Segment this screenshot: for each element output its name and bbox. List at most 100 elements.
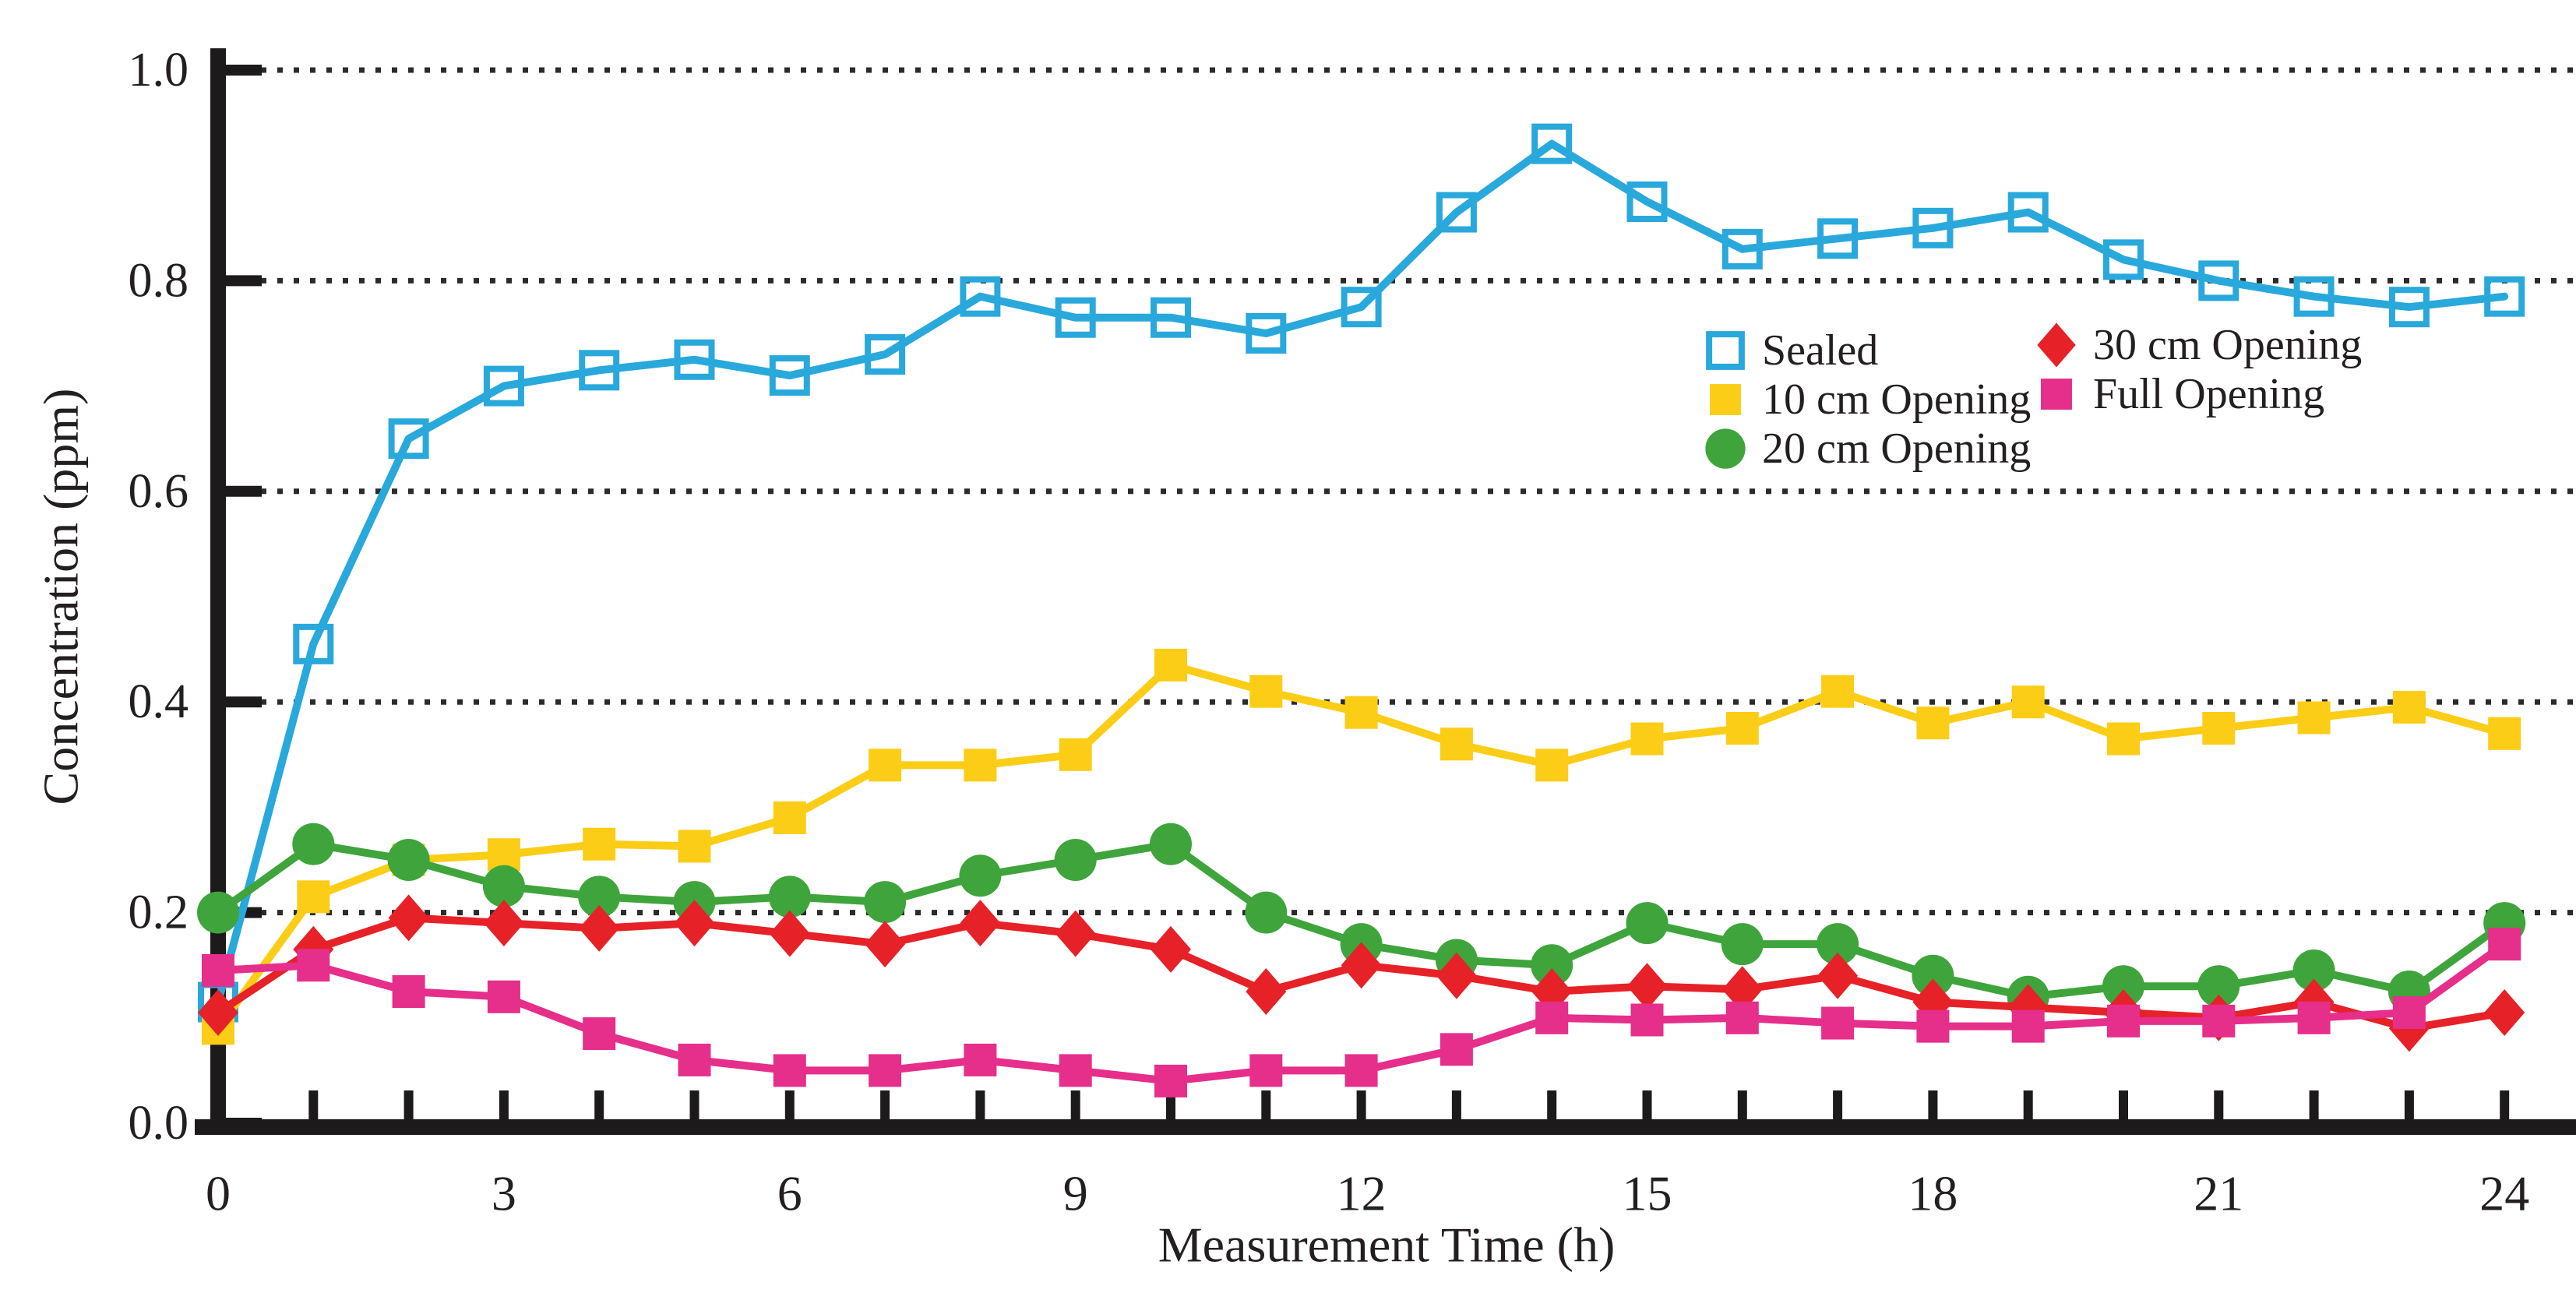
- series-marker-full-opening: [1916, 1009, 1950, 1043]
- series-marker-20-cm-opening: [387, 839, 430, 881]
- series-marker-20-cm-opening: [1912, 954, 1954, 997]
- series-marker-20-cm-opening: [864, 881, 907, 924]
- series-marker-10-cm-opening: [2297, 701, 2331, 735]
- series-marker-full-opening: [1440, 1033, 1473, 1066]
- series-marker-10-cm-opening: [773, 801, 806, 834]
- series-marker-30-cm-opening: [769, 910, 810, 957]
- series-marker-full-opening: [1344, 1054, 1378, 1087]
- series-marker-sealed: [1626, 181, 1668, 222]
- legend-swatch-sealed: [1706, 331, 1745, 370]
- series-marker-sealed: [2103, 239, 2144, 280]
- series-marker-full-opening: [1059, 1054, 1092, 1087]
- series-marker-20-cm-opening: [482, 865, 525, 907]
- series-marker-20-cm-opening: [959, 854, 1002, 897]
- series-marker-sealed: [1721, 228, 1763, 270]
- series-marker-full-opening: [297, 949, 330, 982]
- series-marker-full-opening: [964, 1043, 997, 1076]
- series-marker-full-opening: [1535, 1001, 1569, 1034]
- series-marker-20-cm-opening: [1054, 839, 1097, 881]
- series-marker-full-opening: [583, 1017, 616, 1051]
- series-marker-sealed: [1151, 297, 1191, 338]
- series-marker-30-cm-opening: [1246, 968, 1287, 1015]
- series-marker-sealed: [1912, 207, 1954, 248]
- series-marker-sealed: [674, 339, 715, 380]
- series-marker-30-cm-opening: [1817, 952, 1859, 999]
- series-marker-sealed: [1246, 313, 1287, 354]
- series-marker-full-opening: [1821, 1006, 1855, 1040]
- x-tick-label: 0: [206, 1166, 231, 1221]
- series-marker-full-opening: [1154, 1064, 1187, 1097]
- y-axis-title: Concentration (ppm): [33, 389, 89, 805]
- series-marker-full-opening: [773, 1054, 806, 1087]
- series-marker-30-cm-opening: [483, 900, 524, 947]
- series-marker-30-cm-opening: [1436, 952, 1477, 999]
- series-marker-full-opening: [2297, 1001, 2331, 1034]
- series-marker-sealed: [388, 418, 429, 460]
- series-marker-10-cm-opening: [1440, 727, 1473, 761]
- series-marker-20-cm-opening: [292, 823, 335, 865]
- y-tick-label: 0.4: [129, 675, 189, 728]
- series-marker-sealed: [1055, 297, 1096, 338]
- legend-label-sealed: Sealed: [1762, 326, 1878, 375]
- legend-label-full-opening: Full Opening: [2093, 370, 2324, 418]
- series-marker-20-cm-opening: [1626, 902, 1669, 945]
- series-marker-10-cm-opening: [1344, 696, 1378, 729]
- legend-label-30-cm-opening: 30 cm Opening: [2093, 321, 2362, 369]
- series-marker-full-opening: [2488, 928, 2521, 961]
- series-marker-full-opening: [2202, 1004, 2236, 1037]
- series-marker-10-cm-opening: [297, 880, 330, 914]
- legend-label-20-cm-opening: 20 cm Opening: [1762, 425, 2031, 473]
- series-marker-30-cm-opening: [674, 900, 715, 947]
- series-marker-10-cm-opening: [2202, 712, 2236, 745]
- series-marker-30-cm-opening: [198, 989, 238, 1037]
- series-marker-full-opening: [869, 1054, 902, 1087]
- y-tick-label: 0.8: [129, 254, 189, 307]
- series-marker-10-cm-opening: [1154, 648, 1187, 682]
- series-marker-30-cm-opening: [960, 900, 1001, 947]
- x-tick-label: 24: [2479, 1166, 2529, 1221]
- series-marker-30-cm-opening: [1341, 942, 1382, 989]
- series-marker-20-cm-opening: [1531, 944, 1573, 987]
- series-marker-20-cm-opening: [768, 875, 811, 918]
- series-marker-full-opening: [678, 1043, 711, 1076]
- series-marker-10-cm-opening: [2011, 685, 2045, 719]
- series-marker-sealed: [293, 623, 334, 664]
- series-marker-20-cm-opening: [1721, 923, 1764, 966]
- series-marker-10-cm-opening: [678, 830, 711, 863]
- series-marker-full-opening: [2011, 1009, 2045, 1043]
- series-marker-full-opening: [2107, 1004, 2140, 1037]
- series-marker-20-cm-opening: [2102, 965, 2144, 1008]
- series-marker-sealed: [2293, 276, 2335, 317]
- series-marker-10-cm-opening: [869, 749, 902, 782]
- series-marker-sealed: [769, 355, 810, 396]
- series-marker-sealed: [1817, 218, 1859, 259]
- series-marker-sealed: [865, 334, 906, 375]
- series-marker-10-cm-opening: [1630, 722, 1664, 756]
- series-marker-10-cm-opening: [1249, 675, 1283, 708]
- series-marker-30-cm-opening: [2484, 989, 2525, 1037]
- series-marker-sealed: [2388, 287, 2430, 328]
- series-marker-20-cm-opening: [1817, 923, 1859, 966]
- series-marker-10-cm-opening: [1916, 706, 1950, 740]
- series-marker-30-cm-opening: [1055, 910, 1096, 957]
- series-marker-30-cm-opening: [865, 921, 906, 968]
- series-marker-10-cm-opening: [1059, 738, 1092, 771]
- legend-swatch-30-cm-opening: [2037, 322, 2076, 368]
- series-marker-sealed: [1341, 287, 1382, 328]
- legend-label-10-cm-opening: 10 cm Opening: [1762, 375, 2031, 424]
- x-tick-label: 21: [2194, 1166, 2243, 1221]
- series-marker-sealed: [579, 350, 620, 391]
- series-marker-sealed: [1436, 192, 1477, 233]
- x-tick-label: 12: [1337, 1166, 1387, 1221]
- series-marker-full-opening: [392, 975, 425, 1008]
- legend-swatch-20-cm-opening: [1705, 428, 1746, 469]
- series-marker-10-cm-opening: [964, 749, 997, 782]
- series-marker-20-cm-opening: [1150, 823, 1192, 865]
- series-marker-20-cm-opening: [197, 891, 239, 934]
- series-marker-sealed: [1531, 123, 1573, 164]
- y-tick-label: 0.6: [129, 465, 189, 518]
- x-tick-label: 6: [777, 1166, 802, 1221]
- series-marker-full-opening: [202, 953, 234, 987]
